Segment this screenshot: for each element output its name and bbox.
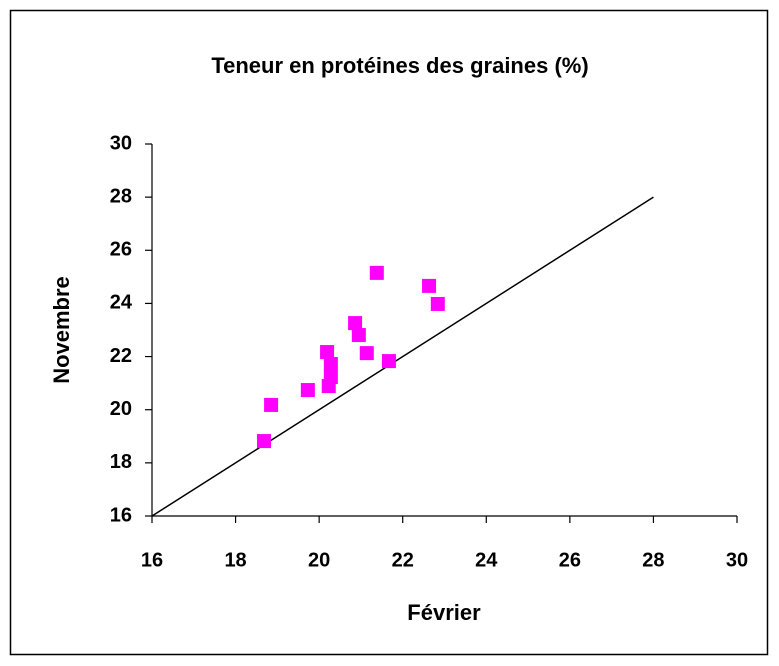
scatter-point bbox=[430, 296, 445, 311]
x-tick-label: 30 bbox=[726, 549, 748, 571]
x-axis-label: Février bbox=[407, 600, 481, 625]
x-tick-label: 28 bbox=[642, 549, 664, 571]
y-tick-label: 24 bbox=[110, 292, 133, 314]
y-axis-label: Novembre bbox=[49, 276, 74, 384]
scatter-point bbox=[422, 278, 437, 293]
scatter-point bbox=[300, 383, 315, 398]
y-tick-label: 26 bbox=[110, 239, 132, 261]
scatter-point bbox=[351, 328, 366, 343]
scatter-point bbox=[348, 316, 363, 331]
y-tick-label: 18 bbox=[110, 451, 132, 473]
y-tick-label: 28 bbox=[110, 185, 132, 207]
reference-line bbox=[151, 196, 654, 517]
chart-border bbox=[9, 9, 769, 656]
y-tick-label: 30 bbox=[110, 132, 132, 154]
x-tick-label: 22 bbox=[392, 549, 414, 571]
scatter-point bbox=[323, 357, 338, 372]
y-tick-label: 16 bbox=[110, 504, 132, 526]
x-tick-label: 18 bbox=[224, 549, 246, 571]
x-tick-label: 16 bbox=[141, 549, 163, 571]
y-tick-label: 22 bbox=[110, 345, 132, 367]
scatter-point bbox=[256, 434, 271, 449]
y-tick-label: 20 bbox=[110, 398, 132, 420]
x-tick-label: 20 bbox=[308, 549, 330, 571]
scatter-point bbox=[369, 265, 384, 280]
scatter-point bbox=[359, 346, 374, 361]
x-tick-label: 24 bbox=[475, 549, 498, 571]
scatter-point bbox=[321, 379, 336, 394]
chart-title: Teneur en protéines des graines (%) bbox=[211, 53, 588, 78]
scatter-point bbox=[320, 345, 335, 360]
x-tick-label: 26 bbox=[559, 549, 581, 571]
scatter-point bbox=[381, 354, 396, 369]
scatter-point bbox=[264, 397, 279, 412]
